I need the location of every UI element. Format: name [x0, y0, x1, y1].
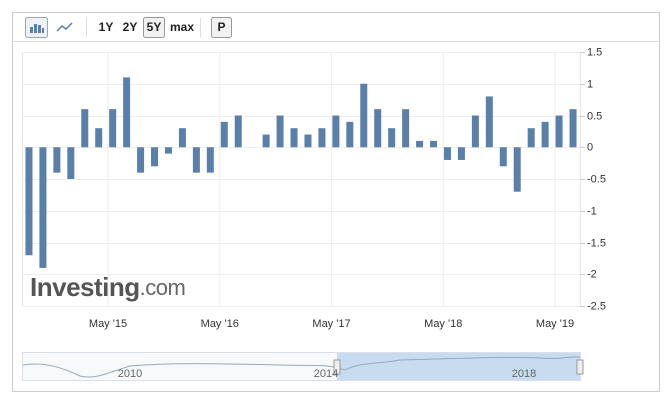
print-button[interactable] — [211, 17, 232, 38]
bar — [318, 128, 326, 148]
bar — [95, 128, 103, 148]
bar — [137, 147, 145, 173]
range-button[interactable]: max — [170, 20, 194, 34]
bar — [346, 121, 354, 148]
navigator-handle[interactable] — [576, 359, 584, 375]
range-selected — [143, 17, 165, 38]
bar — [304, 134, 312, 148]
navigator-selection[interactable] — [337, 353, 580, 380]
bar — [485, 96, 493, 148]
bar-icon — [30, 24, 44, 33]
bar — [471, 115, 479, 148]
bar — [276, 115, 284, 148]
bar — [164, 147, 172, 154]
navigator-line — [22, 356, 581, 378]
range-button[interactable]: 5Y — [147, 20, 162, 34]
bar — [374, 109, 382, 148]
line-icon — [56, 22, 73, 32]
y-tick-label: 0.5 — [587, 110, 602, 122]
y-tick-label: -2.5 — [587, 300, 606, 312]
x-tick-label: May '18 — [424, 318, 462, 330]
navigator-handle[interactable] — [333, 359, 341, 375]
bar — [178, 128, 186, 148]
bar — [360, 83, 368, 148]
bar — [39, 147, 47, 268]
bar — [123, 77, 131, 148]
range-button[interactable]: 1Y — [99, 20, 114, 34]
bar — [234, 115, 242, 148]
bar — [541, 121, 549, 148]
bar — [290, 128, 298, 148]
bar — [416, 140, 424, 148]
y-tick-label: -2 — [587, 268, 597, 280]
bar — [81, 109, 89, 148]
bar — [192, 147, 200, 173]
bar — [443, 147, 451, 160]
bar — [25, 147, 33, 256]
navigator-label: 2010 — [118, 368, 142, 380]
bar — [430, 140, 438, 148]
range-button[interactable]: 2Y — [123, 20, 138, 34]
bar — [569, 109, 577, 148]
print-label[interactable]: P — [217, 20, 225, 34]
bar — [457, 147, 465, 160]
bar — [67, 147, 75, 179]
y-tick-label: -1.5 — [587, 237, 606, 249]
bar — [388, 128, 396, 148]
y-tick-label: 1.5 — [587, 46, 602, 58]
navigator-label: 2018 — [512, 368, 536, 380]
x-tick-label: May '19 — [536, 318, 574, 330]
bar — [53, 147, 61, 173]
bar — [555, 115, 563, 148]
bar — [513, 147, 521, 192]
watermark: Investing.com — [30, 272, 185, 302]
navigator-label: 2014 — [314, 368, 338, 380]
x-tick-label: May '17 — [312, 318, 350, 330]
bar — [151, 147, 159, 167]
widget-frame — [12, 12, 660, 392]
watermark-brand: Investing — [30, 272, 140, 302]
bar — [332, 115, 340, 148]
y-tick-label: -1 — [587, 205, 597, 217]
y-tick-label: 0 — [587, 141, 593, 153]
x-tick-label: May '15 — [89, 318, 127, 330]
bar — [206, 147, 214, 173]
watermark-suffix: .com — [140, 275, 186, 300]
bar — [109, 109, 117, 148]
bar — [402, 109, 410, 148]
bar — [262, 134, 270, 148]
bar — [499, 147, 507, 167]
bar — [527, 128, 535, 148]
y-tick-label: -0.5 — [587, 173, 606, 185]
bar — [220, 121, 228, 148]
x-tick-label: May '16 — [201, 318, 239, 330]
y-tick-label: 1 — [587, 78, 593, 90]
